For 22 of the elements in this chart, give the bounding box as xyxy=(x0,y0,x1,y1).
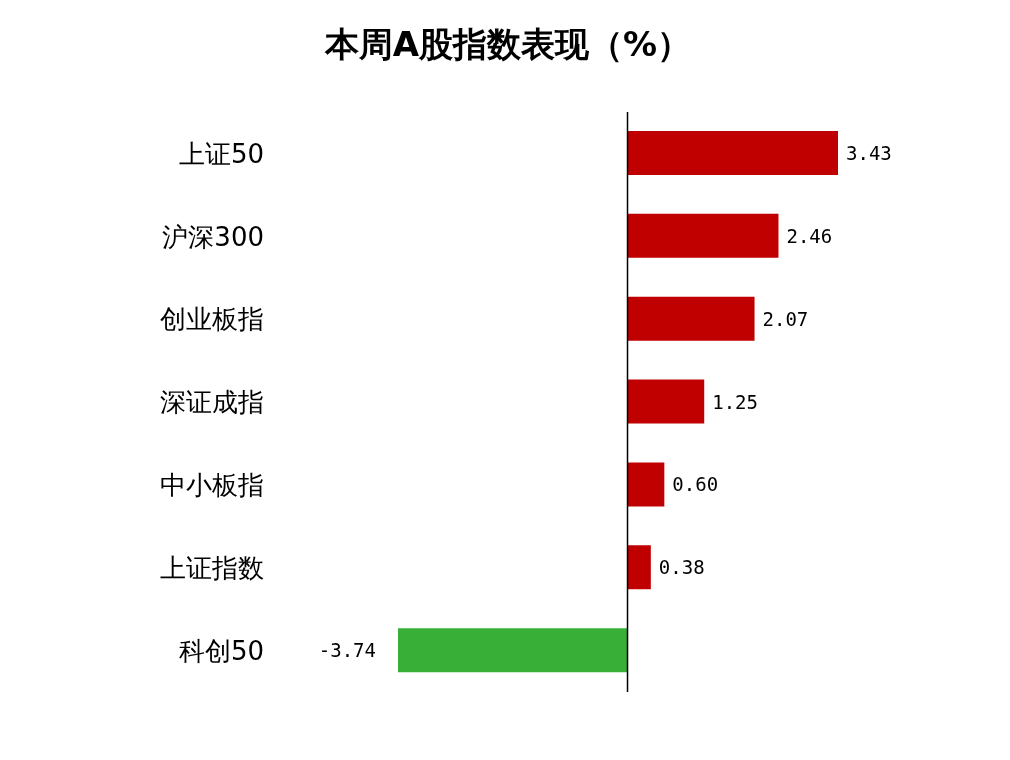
y-tick-label: 中小板指 xyxy=(160,470,264,501)
bar xyxy=(627,131,838,175)
y-tick-label: 上证指数 xyxy=(160,552,264,583)
bar xyxy=(627,462,665,507)
y-tick-label: 科创50 xyxy=(178,635,264,666)
y-tick-label: 上证50 xyxy=(178,138,264,169)
data-label: -3.74 xyxy=(318,639,376,662)
bar xyxy=(627,379,705,424)
y-tick-label: 沪深300 xyxy=(162,221,264,252)
bar xyxy=(398,628,628,673)
bar xyxy=(627,213,779,258)
data-label: 2.46 xyxy=(786,224,833,247)
data-label: 2.07 xyxy=(762,307,809,330)
data-label: 1.25 xyxy=(712,390,758,413)
bar xyxy=(627,545,651,590)
y-tick-label: 创业板指 xyxy=(160,304,264,335)
chart-title: 本周A股指数表现（%） xyxy=(323,23,693,66)
y-tick-label: 深证成指 xyxy=(160,387,264,418)
bar xyxy=(627,296,755,341)
data-label: 3.43 xyxy=(846,142,892,164)
data-label: 0.38 xyxy=(658,556,705,579)
data-label: 0.60 xyxy=(672,473,719,496)
